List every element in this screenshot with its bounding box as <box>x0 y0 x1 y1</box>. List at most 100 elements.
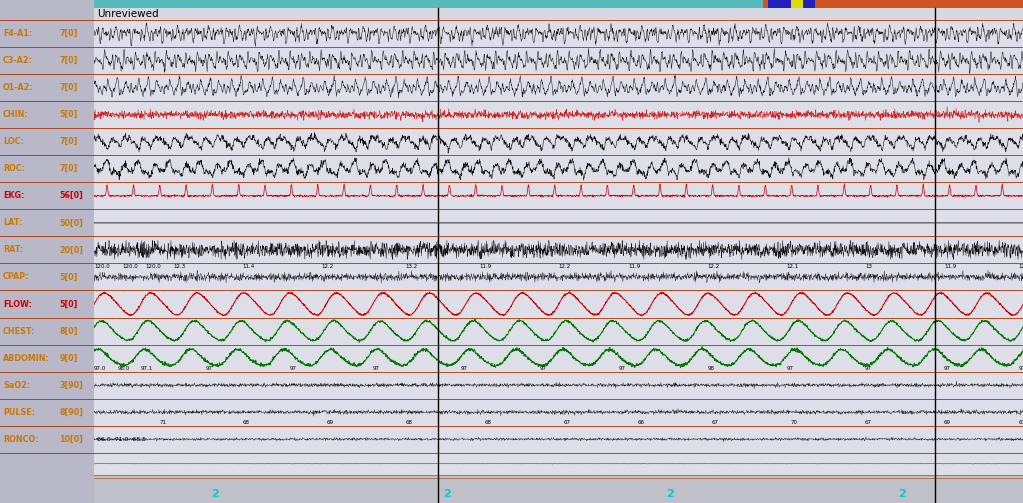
Text: CHIN:: CHIN: <box>3 110 29 119</box>
Text: 68: 68 <box>484 420 491 425</box>
Text: C3-A2:: C3-A2: <box>3 56 33 65</box>
Bar <box>94 47 1023 74</box>
Text: 13.2: 13.2 <box>405 264 417 269</box>
Text: RAT:: RAT: <box>3 245 24 255</box>
Text: 10[0]: 10[0] <box>59 435 83 444</box>
Text: 68: 68 <box>242 420 250 425</box>
Bar <box>94 209 1023 236</box>
Bar <box>94 20 1023 47</box>
Bar <box>94 264 1023 291</box>
Bar <box>94 291 1023 317</box>
Text: 120.0: 120.0 <box>145 264 161 269</box>
Text: 120.0: 120.0 <box>94 264 109 269</box>
Bar <box>94 183 1023 209</box>
Text: 7[0]: 7[0] <box>59 164 78 174</box>
Text: LAT:: LAT: <box>3 218 23 227</box>
Bar <box>94 398 1023 426</box>
Text: 66: 66 <box>637 420 644 425</box>
Text: 69: 69 <box>944 420 951 425</box>
Text: 3[90]: 3[90] <box>59 381 83 390</box>
Text: 2: 2 <box>443 489 451 499</box>
Text: 50[0]: 50[0] <box>59 218 83 227</box>
Bar <box>94 345 1023 372</box>
Text: 97: 97 <box>865 366 872 371</box>
Bar <box>94 128 1023 155</box>
Text: 13: 13 <box>865 264 872 269</box>
Text: 97.0: 97.0 <box>94 366 106 371</box>
Text: 11.9: 11.9 <box>944 264 957 269</box>
Text: 97: 97 <box>786 366 793 371</box>
Text: LOC:: LOC: <box>3 137 24 146</box>
Bar <box>0 0 94 503</box>
Text: 12.2: 12.2 <box>707 264 719 269</box>
Text: FLOW:: FLOW: <box>3 299 32 308</box>
Text: 2: 2 <box>666 489 674 499</box>
Text: 2: 2 <box>898 489 906 499</box>
Text: 5[0]: 5[0] <box>59 273 78 282</box>
Bar <box>94 426 1023 453</box>
Text: 98: 98 <box>707 366 714 371</box>
Text: 97: 97 <box>461 366 469 371</box>
Text: 12.2: 12.2 <box>321 264 333 269</box>
Text: 67: 67 <box>865 420 872 425</box>
Bar <box>94 317 1023 345</box>
Text: 12.3: 12.3 <box>173 264 185 269</box>
Text: O1-A2:: O1-A2: <box>3 83 34 92</box>
Text: 12: 12 <box>1018 264 1023 269</box>
Text: 70: 70 <box>791 420 798 425</box>
Bar <box>94 236 1023 264</box>
Text: 67: 67 <box>564 420 570 425</box>
Text: 97: 97 <box>372 366 380 371</box>
Text: 5[0]: 5[0] <box>59 110 78 119</box>
Text: 97: 97 <box>290 366 297 371</box>
Text: CHEST:: CHEST: <box>3 326 36 336</box>
Text: 7[0]: 7[0] <box>59 56 78 65</box>
Text: 97: 97 <box>619 366 626 371</box>
Text: 2: 2 <box>211 489 219 499</box>
Text: 68: 68 <box>405 420 412 425</box>
Text: 66.0  71.0  68.5: 66.0 71.0 68.5 <box>97 437 146 442</box>
Text: 7[0]: 7[0] <box>59 29 78 38</box>
Text: 11.9: 11.9 <box>628 264 640 269</box>
Text: Unreviewed: Unreviewed <box>97 9 159 19</box>
Text: 69: 69 <box>326 420 333 425</box>
Bar <box>94 8 1023 20</box>
Text: 11.4: 11.4 <box>242 264 255 269</box>
Text: CPAP:: CPAP: <box>3 273 30 282</box>
Text: ROC:: ROC: <box>3 164 26 174</box>
Text: 97: 97 <box>1018 366 1023 371</box>
Text: 67: 67 <box>1018 420 1023 425</box>
Text: 97.1: 97.1 <box>140 366 152 371</box>
Bar <box>803 0 815 8</box>
Text: 12.1: 12.1 <box>786 264 798 269</box>
Text: 97: 97 <box>206 366 213 371</box>
Text: 7[0]: 7[0] <box>59 83 78 92</box>
Bar <box>791 0 803 8</box>
Text: 7[0]: 7[0] <box>59 137 78 146</box>
Text: 67: 67 <box>712 420 719 425</box>
Text: 71: 71 <box>160 420 166 425</box>
Text: 120.0: 120.0 <box>122 264 138 269</box>
Bar <box>94 453 1023 475</box>
Bar <box>94 475 1023 503</box>
Bar <box>94 0 763 8</box>
Text: 20[0]: 20[0] <box>59 245 83 255</box>
Text: 9[0]: 9[0] <box>59 354 78 363</box>
Text: 8[90]: 8[90] <box>59 407 83 416</box>
Text: 5[0]: 5[0] <box>59 299 78 308</box>
Bar <box>94 101 1023 128</box>
Text: ABDOMIN:: ABDOMIN: <box>3 354 50 363</box>
Text: 12.2: 12.2 <box>559 264 571 269</box>
Bar <box>94 155 1023 183</box>
Bar <box>94 74 1023 101</box>
Bar <box>94 0 1023 8</box>
Text: 8[0]: 8[0] <box>59 326 78 336</box>
Bar <box>94 372 1023 398</box>
Text: EKG:: EKG: <box>3 191 25 200</box>
Text: 98.0: 98.0 <box>118 366 130 371</box>
Text: SaO2:: SaO2: <box>3 381 30 390</box>
Text: 56[0]: 56[0] <box>59 191 83 200</box>
Text: PULSE:: PULSE: <box>3 407 35 416</box>
Text: 97: 97 <box>944 366 951 371</box>
Bar <box>767 0 791 8</box>
